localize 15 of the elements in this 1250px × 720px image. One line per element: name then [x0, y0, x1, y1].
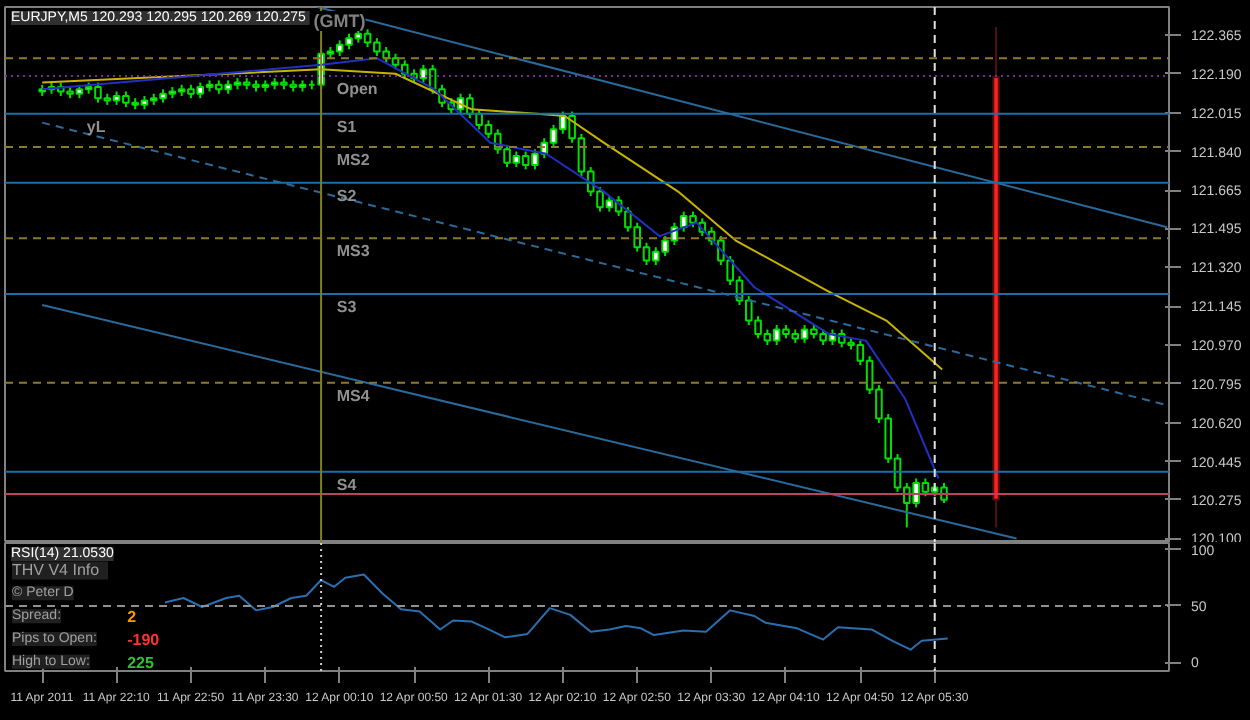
annotation: 225 [127, 653, 156, 672]
ref-line-label: MS2 [336, 151, 371, 170]
ref-line-label: S2 [336, 186, 358, 205]
line-series [163, 573, 949, 651]
ref-line-label: Open [336, 79, 378, 98]
annotation: 2 [127, 608, 138, 627]
ref-line-label: MS3 [336, 242, 371, 261]
annotation: THV V4 Info [11, 561, 101, 580]
ref-line-label: MS4 [336, 386, 371, 405]
ref-line-label: S4 [336, 475, 358, 494]
ref-line-label: S1 [336, 117, 358, 136]
annotation: (GMT) [313, 11, 366, 31]
annotation: -190 [127, 631, 161, 649]
ref-line-label: S3 [336, 297, 358, 316]
annotation: yL [86, 117, 106, 136]
